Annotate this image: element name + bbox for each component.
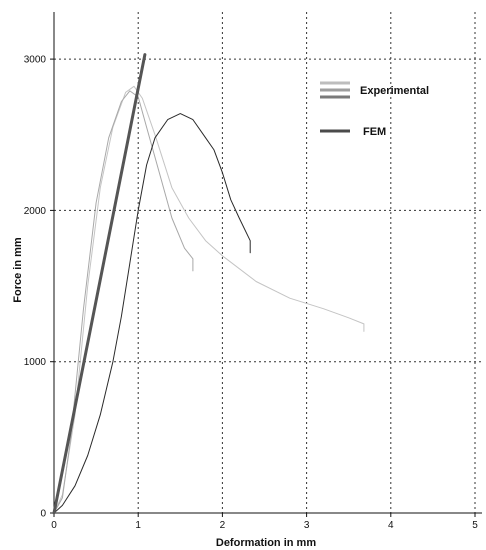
- y-tick-label-2000: 2000: [24, 206, 47, 217]
- x-tick-label-4: 4: [388, 520, 394, 531]
- x-axis-title: Deformation in mm: [216, 537, 316, 549]
- series-group: [52, 53, 365, 515]
- x-tick-label-1: 1: [135, 520, 141, 531]
- y-axis-title: Force in mm: [12, 237, 24, 303]
- series-line-experimental-2: [53, 90, 194, 514]
- series-line-experimental-1: [53, 85, 365, 514]
- y-tick-label-0: 0: [40, 509, 46, 520]
- grid: [54, 12, 482, 513]
- legend-fem-label: FEM: [363, 126, 386, 138]
- x-tick-label-0: 0: [51, 520, 57, 531]
- series-line-fem-0: [52, 53, 147, 515]
- x-tick-label-5: 5: [472, 520, 478, 531]
- legend-experimental-label: Experimental: [360, 85, 429, 97]
- x-tick-label-2: 2: [220, 520, 226, 531]
- y-tick-label-1000: 1000: [24, 357, 47, 368]
- x-tick-label-3: 3: [304, 520, 310, 531]
- axes: [53, 12, 482, 514]
- series-line-experimental-3: [53, 113, 251, 514]
- y-tick-label-3000: 3000: [24, 55, 47, 66]
- x-ticks: 0 1 2 3 4 5: [51, 513, 478, 531]
- legend: Experimental FEM: [320, 81, 429, 138]
